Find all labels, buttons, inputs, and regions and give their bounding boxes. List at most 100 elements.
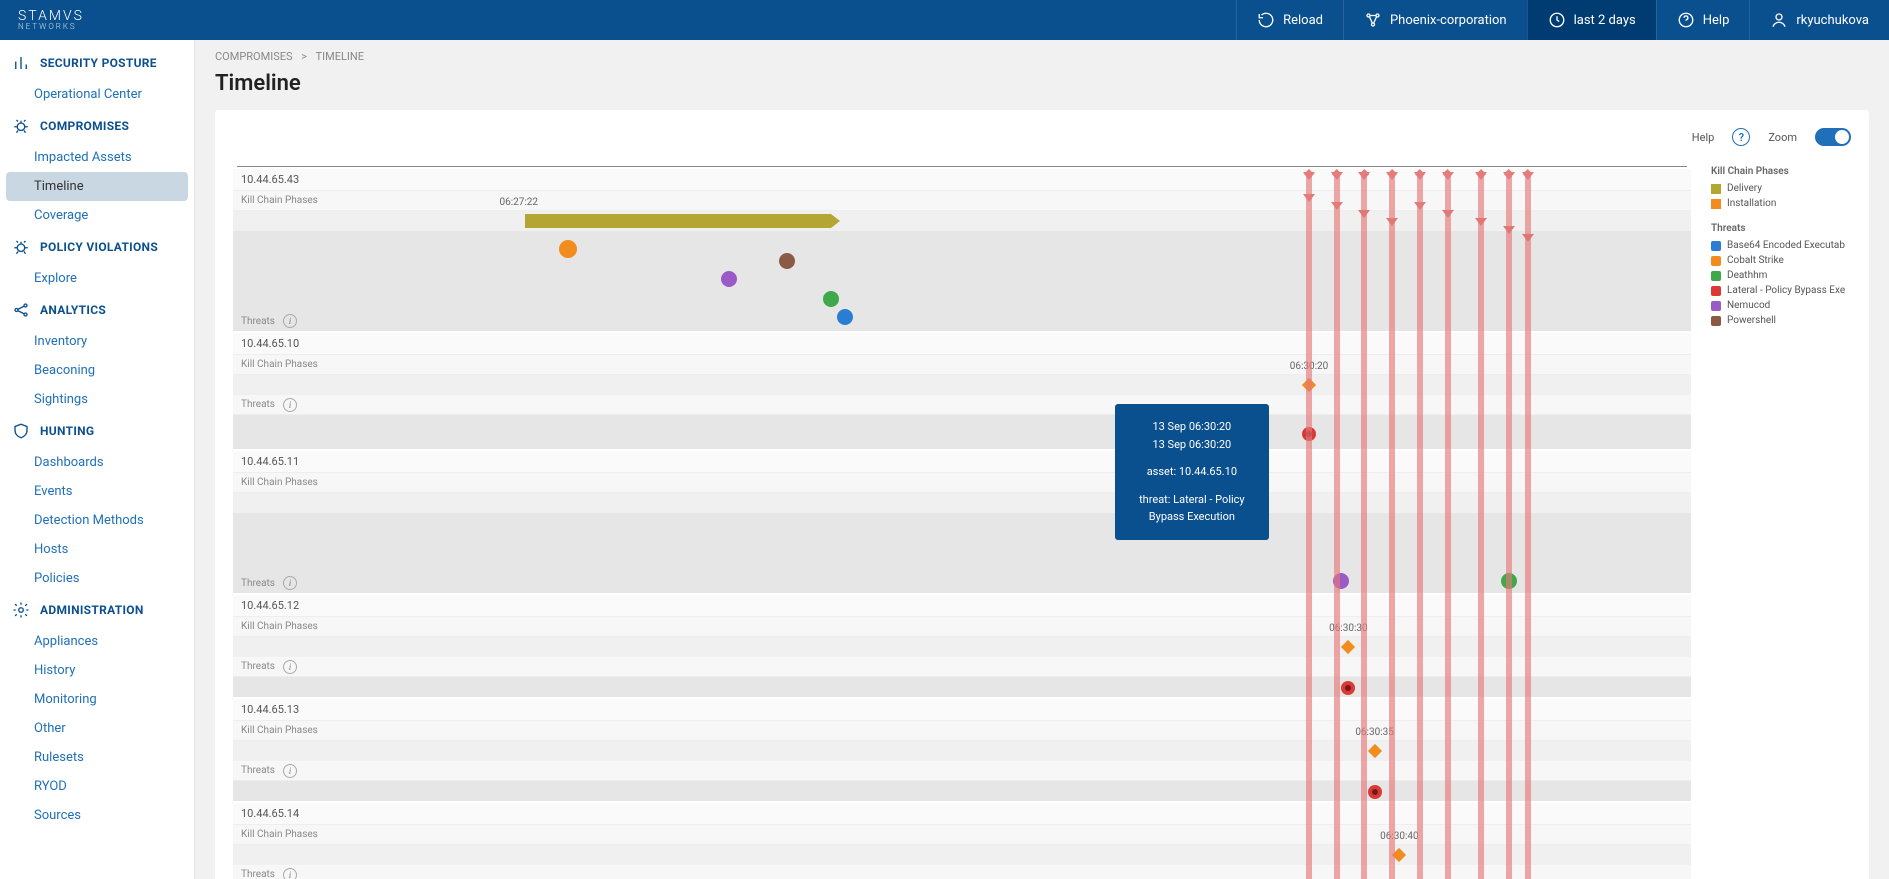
nav-section-administration[interactable]: ADMINISTRATION (0, 593, 194, 627)
user-menu[interactable]: rkyuchukova (1749, 0, 1889, 40)
nav-events[interactable]: Events (0, 477, 194, 506)
legend-threat-item[interactable]: Base64 Encoded Executab (1711, 240, 1851, 251)
killchain-label: Kill Chain Phases (233, 191, 1691, 211)
threat-dot[interactable] (1501, 573, 1517, 589)
nav-operational-center[interactable]: Operational Center (0, 80, 194, 109)
nav-history[interactable]: History (0, 656, 194, 685)
threat-dot[interactable] (1333, 573, 1349, 589)
breadcrumb-a[interactable]: COMPROMISES (215, 50, 293, 63)
help-icon (1677, 11, 1695, 29)
lateral-threat-dot[interactable] (1368, 785, 1382, 799)
breadcrumb: COMPROMISES > TIMELINE (195, 40, 1889, 67)
info-icon[interactable]: i (283, 660, 297, 674)
tenant-selector[interactable]: Phoenix-corporation (1343, 0, 1527, 40)
nav-sightings[interactable]: Sightings (0, 385, 194, 414)
shield-icon (12, 422, 30, 440)
threat-dot[interactable] (559, 240, 577, 258)
killchain-label: Kill Chain Phases (233, 473, 1691, 493)
nav-section-security-posture[interactable]: SECURITY POSTURE (0, 46, 194, 80)
nav-section-policy-violations[interactable]: POLICY VIOLATIONS (0, 230, 194, 264)
bug-icon (12, 117, 30, 135)
nav-detection-methods[interactable]: Detection Methods (0, 506, 194, 535)
nav-coverage[interactable]: Coverage (0, 201, 194, 230)
info-icon[interactable]: i (283, 764, 297, 778)
delivery-bar[interactable] (525, 214, 831, 228)
nav-rulesets[interactable]: Rulesets (0, 743, 194, 772)
lateral-threat-dot[interactable] (1302, 427, 1316, 441)
threat-dot[interactable] (721, 271, 737, 287)
threat-dot[interactable] (823, 291, 839, 307)
nav-appliances[interactable]: Appliances (0, 627, 194, 656)
tooltip-time1: 13 Sep 06:30:20 (1139, 418, 1245, 436)
nav-section-label: ANALYTICS (40, 303, 106, 317)
info-icon[interactable]: i (283, 314, 297, 328)
nav-policies[interactable]: Policies (0, 564, 194, 593)
time-label: 06:30:30 (1329, 623, 1368, 634)
installation-marker[interactable] (1341, 640, 1355, 654)
brand-logo: STAMVS NETWORKS (0, 9, 195, 31)
nav-impacted-assets[interactable]: Impacted Assets (0, 143, 194, 172)
timeline-lanes[interactable]: 10.44.65.43Kill Chain Phases06:27:22Thre… (233, 166, 1691, 879)
installation-marker[interactable] (1392, 848, 1406, 862)
nav-section-compromises[interactable]: COMPROMISES (0, 109, 194, 143)
legend-phase-item[interactable]: Delivery (1711, 183, 1851, 194)
legend-phases-title: Kill Chain Phases (1711, 166, 1851, 177)
legend-threat-item[interactable]: Lateral - Policy Bypass Exe (1711, 285, 1851, 296)
killchain-track (233, 493, 1691, 513)
reload-button[interactable]: Reload (1236, 0, 1343, 40)
killchain-track: 06:27:22 (233, 211, 1691, 231)
installation-marker[interactable] (1368, 744, 1382, 758)
info-icon[interactable]: i (283, 398, 297, 412)
lateral-threat-dot[interactable] (1341, 681, 1355, 695)
brand-subtitle: NETWORKS (18, 23, 195, 31)
threat-dot[interactable] (837, 309, 853, 325)
nav-timeline[interactable]: Timeline (6, 172, 188, 201)
nav-section-hunting[interactable]: HUNTING (0, 414, 194, 448)
legend-threat-item[interactable]: Cobalt Strike (1711, 255, 1851, 266)
asset-ip: 10.44.65.10 (241, 337, 299, 350)
zoom-toggle[interactable] (1815, 128, 1851, 146)
breadcrumb-b[interactable]: TIMELINE (316, 50, 364, 63)
threats-label: Threatsi (233, 311, 305, 331)
nav-beaconing[interactable]: Beaconing (0, 356, 194, 385)
nav-explore[interactable]: Explore (0, 264, 194, 293)
nav-hosts[interactable]: Hosts (0, 535, 194, 564)
help-button[interactable]: Help (1656, 0, 1750, 40)
threats-label: Threatsi (233, 657, 1691, 677)
info-icon[interactable]: i (283, 868, 297, 879)
legend-phase-item[interactable]: Installation (1711, 198, 1851, 209)
info-icon[interactable]: i (283, 576, 297, 590)
time-label: 06:30:40 (1380, 831, 1419, 842)
killchain-track: 06:30:30 (233, 637, 1691, 657)
bug-icon (12, 238, 30, 256)
timerange-selector[interactable]: last 2 days (1527, 0, 1656, 40)
asset-header: 10.44.65.10 (233, 333, 1691, 355)
nav-section-label: SECURITY POSTURE (40, 56, 157, 70)
bars-icon (12, 54, 30, 72)
tooltip-asset: asset: 10.44.65.10 (1139, 463, 1245, 481)
killchain-label: Kill Chain Phases (233, 721, 1691, 741)
asset-block: 10.44.65.12Kill Chain Phases06:30:30Thre… (233, 595, 1691, 697)
page-title: Timeline (195, 67, 1889, 110)
killchain-label: Kill Chain Phases (233, 355, 1691, 375)
time-label: 06:30:20 (1290, 361, 1329, 372)
nav-section-label: COMPROMISES (40, 119, 129, 133)
installation-marker[interactable] (1302, 378, 1316, 392)
nav-dashboards[interactable]: Dashboards (0, 448, 194, 477)
nav-ryod[interactable]: RYOD (0, 772, 194, 801)
killchain-track: 06:30:40 (233, 845, 1691, 865)
legend-threat-item[interactable]: Deathhm (1711, 270, 1851, 281)
help-icon[interactable]: ? (1732, 128, 1750, 146)
timeline-panel: Help ? Zoom 10.44.65.43Kill Chain Phases… (215, 110, 1869, 879)
threat-dot[interactable] (779, 253, 795, 269)
nav-section-label: HUNTING (40, 424, 94, 438)
threats-track (233, 677, 1691, 697)
nav-monitoring[interactable]: Monitoring (0, 685, 194, 714)
legend-threat-item[interactable]: Powershell (1711, 315, 1851, 326)
nav-section-analytics[interactable]: ANALYTICS (0, 293, 194, 327)
asset-ip: 10.44.65.14 (241, 807, 299, 820)
nav-other[interactable]: Other (0, 714, 194, 743)
nav-sources[interactable]: Sources (0, 801, 194, 830)
nav-inventory[interactable]: Inventory (0, 327, 194, 356)
legend-threat-item[interactable]: Nemucod (1711, 300, 1851, 311)
